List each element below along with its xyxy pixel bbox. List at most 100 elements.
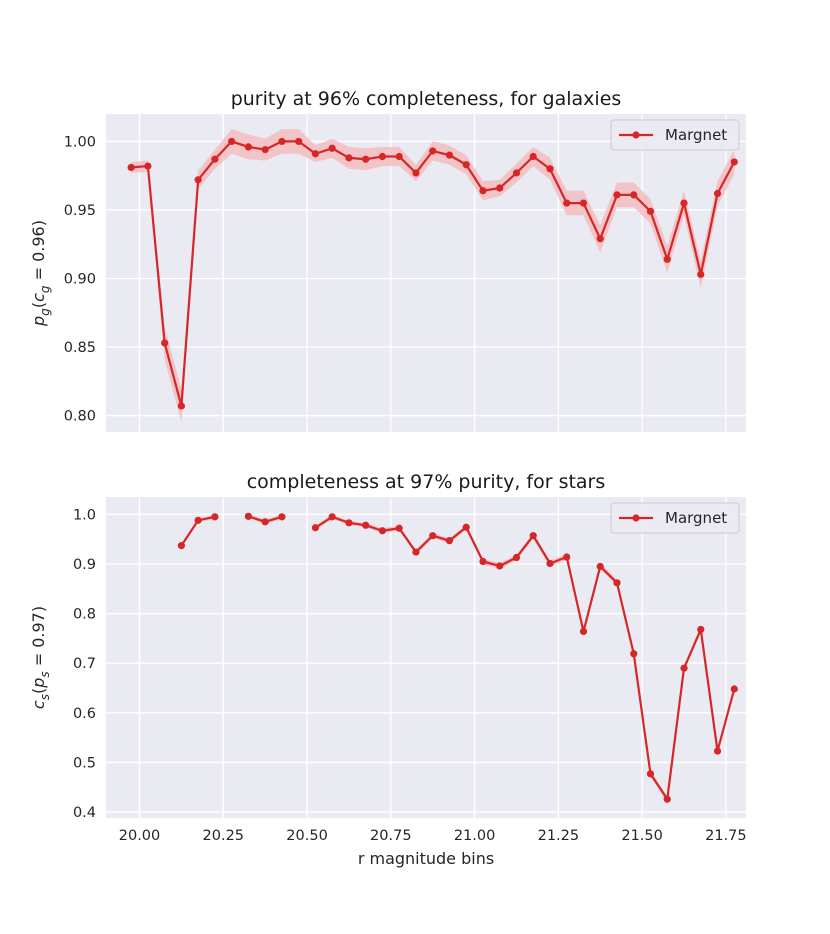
data-point xyxy=(345,154,353,162)
x-axis-label: r magnitude bins xyxy=(358,849,494,868)
data-point xyxy=(395,152,403,161)
legend: Margnet xyxy=(610,502,740,534)
data-point xyxy=(244,512,253,520)
data-point xyxy=(127,163,135,172)
data-point xyxy=(630,191,638,199)
data-point xyxy=(429,532,437,540)
y-axis-label-part: s xyxy=(38,694,52,700)
data-point xyxy=(546,559,554,568)
data-point xyxy=(512,169,521,177)
data-point xyxy=(646,770,655,778)
data-point xyxy=(177,402,185,410)
y-axis-label-part: s xyxy=(38,671,52,677)
y-tick-label: 0.4 xyxy=(73,805,96,821)
data-point xyxy=(462,161,470,169)
data-point xyxy=(362,155,370,163)
legend-label: Margnet xyxy=(665,509,727,527)
legend-label: Margnet xyxy=(665,126,727,144)
data-point xyxy=(211,155,219,163)
data-point xyxy=(328,513,336,521)
chart-panel-1: 0.80 0.85 0.90 0.95 1.00 purity at 96% comple… xyxy=(29,88,746,432)
data-point xyxy=(345,519,353,527)
data-point xyxy=(512,553,521,562)
data-point xyxy=(278,513,286,521)
data-point xyxy=(378,527,387,535)
y-tick-label: 0.90 xyxy=(64,271,96,287)
legend-marker xyxy=(632,514,640,522)
y-tick-label: 0.85 xyxy=(64,340,96,356)
data-point xyxy=(311,524,320,532)
data-point xyxy=(429,147,437,155)
y-axis-label-part: g xyxy=(38,285,52,293)
legend-box xyxy=(610,119,740,151)
data-point xyxy=(412,169,420,177)
data-point xyxy=(194,516,202,524)
data-point xyxy=(563,199,571,207)
data-point xyxy=(445,151,454,159)
data-point xyxy=(546,165,554,173)
x-tick-label: 21.25 xyxy=(538,828,580,844)
data-point xyxy=(529,532,537,540)
y-axis-label: pg(cg = 0.96) xyxy=(29,220,52,327)
x-tick-label: 20.00 xyxy=(119,828,161,844)
data-point xyxy=(496,562,504,570)
data-point xyxy=(311,150,320,158)
plot-area xyxy=(106,497,746,818)
data-point xyxy=(144,162,152,170)
data-point xyxy=(630,650,638,658)
data-point xyxy=(713,189,722,198)
legend: Margnet xyxy=(610,119,740,151)
y-tick-label: 0.95 xyxy=(64,203,96,219)
legend-box xyxy=(610,502,740,534)
data-point xyxy=(211,513,219,521)
data-point xyxy=(479,187,487,195)
data-point xyxy=(596,235,604,243)
data-point xyxy=(697,625,705,634)
data-point xyxy=(596,562,604,571)
charts-container: 0.80 0.85 0.90 0.95 1.00 purity at 96% comple… xyxy=(29,88,747,868)
x-tick-label: 20.25 xyxy=(203,828,245,844)
data-point xyxy=(177,542,185,550)
data-point xyxy=(295,137,303,146)
data-point xyxy=(479,557,487,566)
y-axis-label-part: = 0.97) xyxy=(29,606,48,671)
data-point xyxy=(663,255,671,263)
data-point xyxy=(378,152,387,161)
y-axis-label-part: ( xyxy=(29,302,48,308)
data-point xyxy=(395,524,403,532)
data-point xyxy=(713,747,722,755)
y-axis-label-part: c xyxy=(29,700,48,709)
data-point xyxy=(328,144,336,152)
chart-title: completeness at 97% purity, for stars xyxy=(247,471,606,493)
data-point xyxy=(579,199,588,207)
y-tick-label: 0.80 xyxy=(64,409,96,425)
data-point xyxy=(445,537,454,545)
y-axis-label-part: ( xyxy=(29,688,48,694)
y-axis-label-part: = 0.96) xyxy=(29,220,48,285)
y-tick-label: 0.8 xyxy=(73,607,96,623)
data-point xyxy=(563,553,571,561)
data-point xyxy=(161,339,169,347)
data-point xyxy=(194,176,202,184)
x-tick-label: 21.50 xyxy=(621,828,663,844)
x-tick-label: 21.75 xyxy=(705,828,747,844)
legend-marker xyxy=(632,131,640,139)
data-point xyxy=(261,146,269,154)
data-point xyxy=(730,158,738,166)
x-tick-label: 21.00 xyxy=(454,828,496,844)
data-point xyxy=(613,579,621,587)
data-point xyxy=(663,795,671,803)
data-point xyxy=(529,152,537,161)
y-axis-label-part: g xyxy=(38,308,52,316)
y-tick-label: 0.9 xyxy=(73,557,96,573)
y-tick-label: 0.6 xyxy=(73,706,96,722)
chart-panel-2: 0.4 0.5 0.6 0.7 0.8 0.9 1.0 20.00 20.25 20.50 20.7… xyxy=(29,471,747,868)
x-tick-label: 20.50 xyxy=(286,828,328,844)
y-tick-label: 1.00 xyxy=(64,134,96,150)
y-tick-label: 1.0 xyxy=(73,507,96,523)
y-axis-label-part: c xyxy=(29,293,48,302)
y-axis-label: cs(ps = 0.97) xyxy=(29,606,52,709)
data-point xyxy=(462,523,470,531)
data-point xyxy=(646,207,655,215)
